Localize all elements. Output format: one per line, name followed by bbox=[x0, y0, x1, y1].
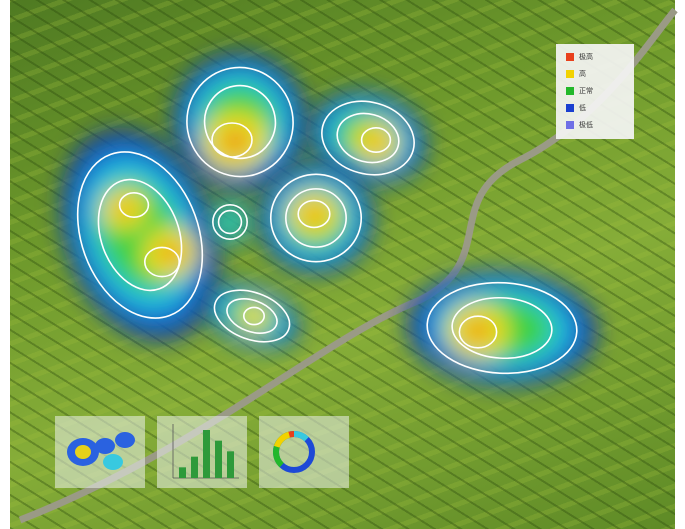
legend-item: 极低 bbox=[566, 121, 634, 129]
hot-red bbox=[160, 244, 180, 262]
contour bbox=[243, 306, 266, 326]
legend-swatch bbox=[566, 70, 574, 78]
contour bbox=[321, 100, 415, 176]
contour bbox=[213, 289, 291, 343]
contour bbox=[360, 127, 392, 154]
contour bbox=[97, 178, 183, 292]
legend: 极高高正常低极低 bbox=[556, 44, 634, 139]
mini-bar bbox=[215, 440, 222, 478]
blob bbox=[258, 162, 374, 274]
legend-swatch bbox=[566, 104, 574, 112]
legend-swatch bbox=[566, 121, 574, 129]
heat-blobs bbox=[60, 52, 598, 387]
legend-label: 极高 bbox=[579, 53, 593, 61]
contour bbox=[285, 188, 347, 248]
blob bbox=[60, 128, 220, 342]
legend-label: 极低 bbox=[579, 121, 593, 129]
thumb-donut bbox=[259, 416, 349, 488]
blob bbox=[171, 52, 309, 192]
donut-seg bbox=[273, 431, 315, 473]
contour bbox=[217, 209, 243, 235]
legend-swatch bbox=[566, 53, 574, 61]
thumb-blob bbox=[75, 445, 91, 459]
heat-layer bbox=[219, 211, 241, 233]
contour bbox=[212, 204, 248, 240]
legend-item: 正常 bbox=[566, 87, 634, 95]
legend-label: 正常 bbox=[579, 87, 593, 95]
legend-label: 低 bbox=[579, 104, 586, 112]
donut-seg bbox=[273, 431, 315, 473]
contour bbox=[186, 66, 294, 178]
hot-red bbox=[305, 207, 323, 221]
mini-bar bbox=[227, 451, 234, 478]
thumb-donut-svg bbox=[273, 431, 315, 473]
contours bbox=[76, 66, 578, 375]
legend-item: 高 bbox=[566, 70, 634, 78]
contour bbox=[458, 315, 498, 349]
contour bbox=[451, 296, 553, 360]
mini-bar bbox=[191, 456, 198, 478]
legend-label: 高 bbox=[579, 70, 586, 78]
legend-item: 极高 bbox=[566, 53, 634, 61]
contour bbox=[269, 173, 363, 263]
contour bbox=[76, 151, 204, 319]
thumb-blob bbox=[103, 454, 123, 470]
hot-red bbox=[368, 135, 383, 149]
contour bbox=[226, 298, 278, 334]
mini-bar bbox=[203, 430, 210, 478]
contour bbox=[426, 281, 578, 375]
thumb-heatmap-svg bbox=[67, 432, 135, 470]
thumb-heatmap bbox=[55, 416, 145, 488]
thumb-bar bbox=[157, 416, 247, 488]
thumb-blob bbox=[115, 432, 135, 448]
mini-bar bbox=[179, 467, 186, 478]
blob bbox=[406, 269, 598, 387]
blob bbox=[208, 200, 252, 244]
contour bbox=[203, 84, 277, 160]
thumb-blob bbox=[95, 438, 115, 454]
contour bbox=[336, 112, 400, 164]
contour bbox=[118, 192, 150, 219]
hot-red bbox=[467, 321, 489, 340]
contour bbox=[211, 122, 253, 158]
contour bbox=[144, 246, 181, 278]
contour bbox=[297, 199, 331, 229]
legend-swatch bbox=[566, 87, 574, 95]
legend-item: 低 bbox=[566, 104, 634, 112]
hot-red bbox=[117, 202, 132, 216]
thumb-bar-svg bbox=[172, 424, 239, 479]
hot-red bbox=[223, 131, 248, 152]
